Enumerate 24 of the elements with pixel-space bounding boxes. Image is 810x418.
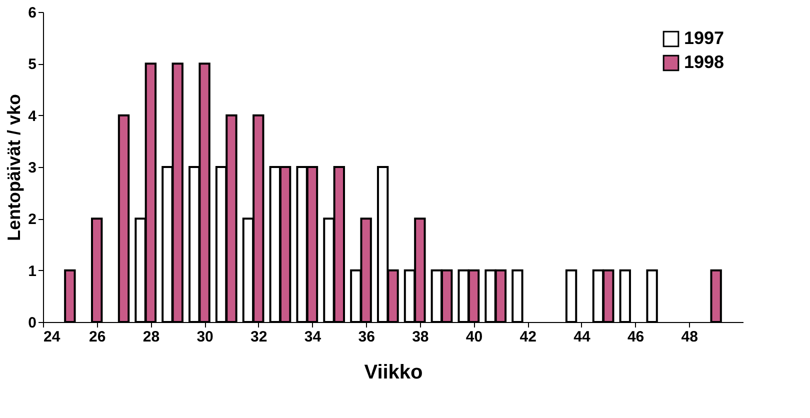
y-tick-label: 0 bbox=[28, 314, 36, 332]
y-tick-label: 5 bbox=[28, 56, 36, 74]
legend-label: 1998 bbox=[684, 52, 724, 72]
x-tick-label: 42 bbox=[520, 328, 536, 346]
y-tick-label: 2 bbox=[28, 211, 36, 228]
x-tick-label: 40 bbox=[466, 328, 483, 346]
y-tick-label: 3 bbox=[28, 160, 36, 176]
x-tick-label: 34 bbox=[304, 328, 322, 346]
x-tick-label: 48 bbox=[681, 328, 698, 346]
x-tick-label: 28 bbox=[142, 328, 160, 346]
x-tick-label: 30 bbox=[196, 328, 214, 346]
x-tick-label: 32 bbox=[250, 328, 268, 346]
x-axis-title: Viikko bbox=[364, 362, 423, 384]
x-tick-label: 38 bbox=[412, 328, 429, 346]
x-tick-label: 46 bbox=[627, 328, 644, 346]
legend-label: 1997 bbox=[684, 28, 724, 48]
y-axis-title: Lentopäivät / vko bbox=[4, 94, 24, 242]
x-tick-label: 26 bbox=[89, 328, 106, 346]
y-tick-label: 6 bbox=[28, 4, 36, 22]
y-tick-label: 4 bbox=[28, 108, 38, 125]
x-tick-label: 44 bbox=[574, 328, 591, 346]
x-tick-label: 36 bbox=[358, 328, 375, 346]
y-tick-label: 1 bbox=[28, 262, 36, 280]
x-tick-label: 24 bbox=[44, 328, 61, 346]
